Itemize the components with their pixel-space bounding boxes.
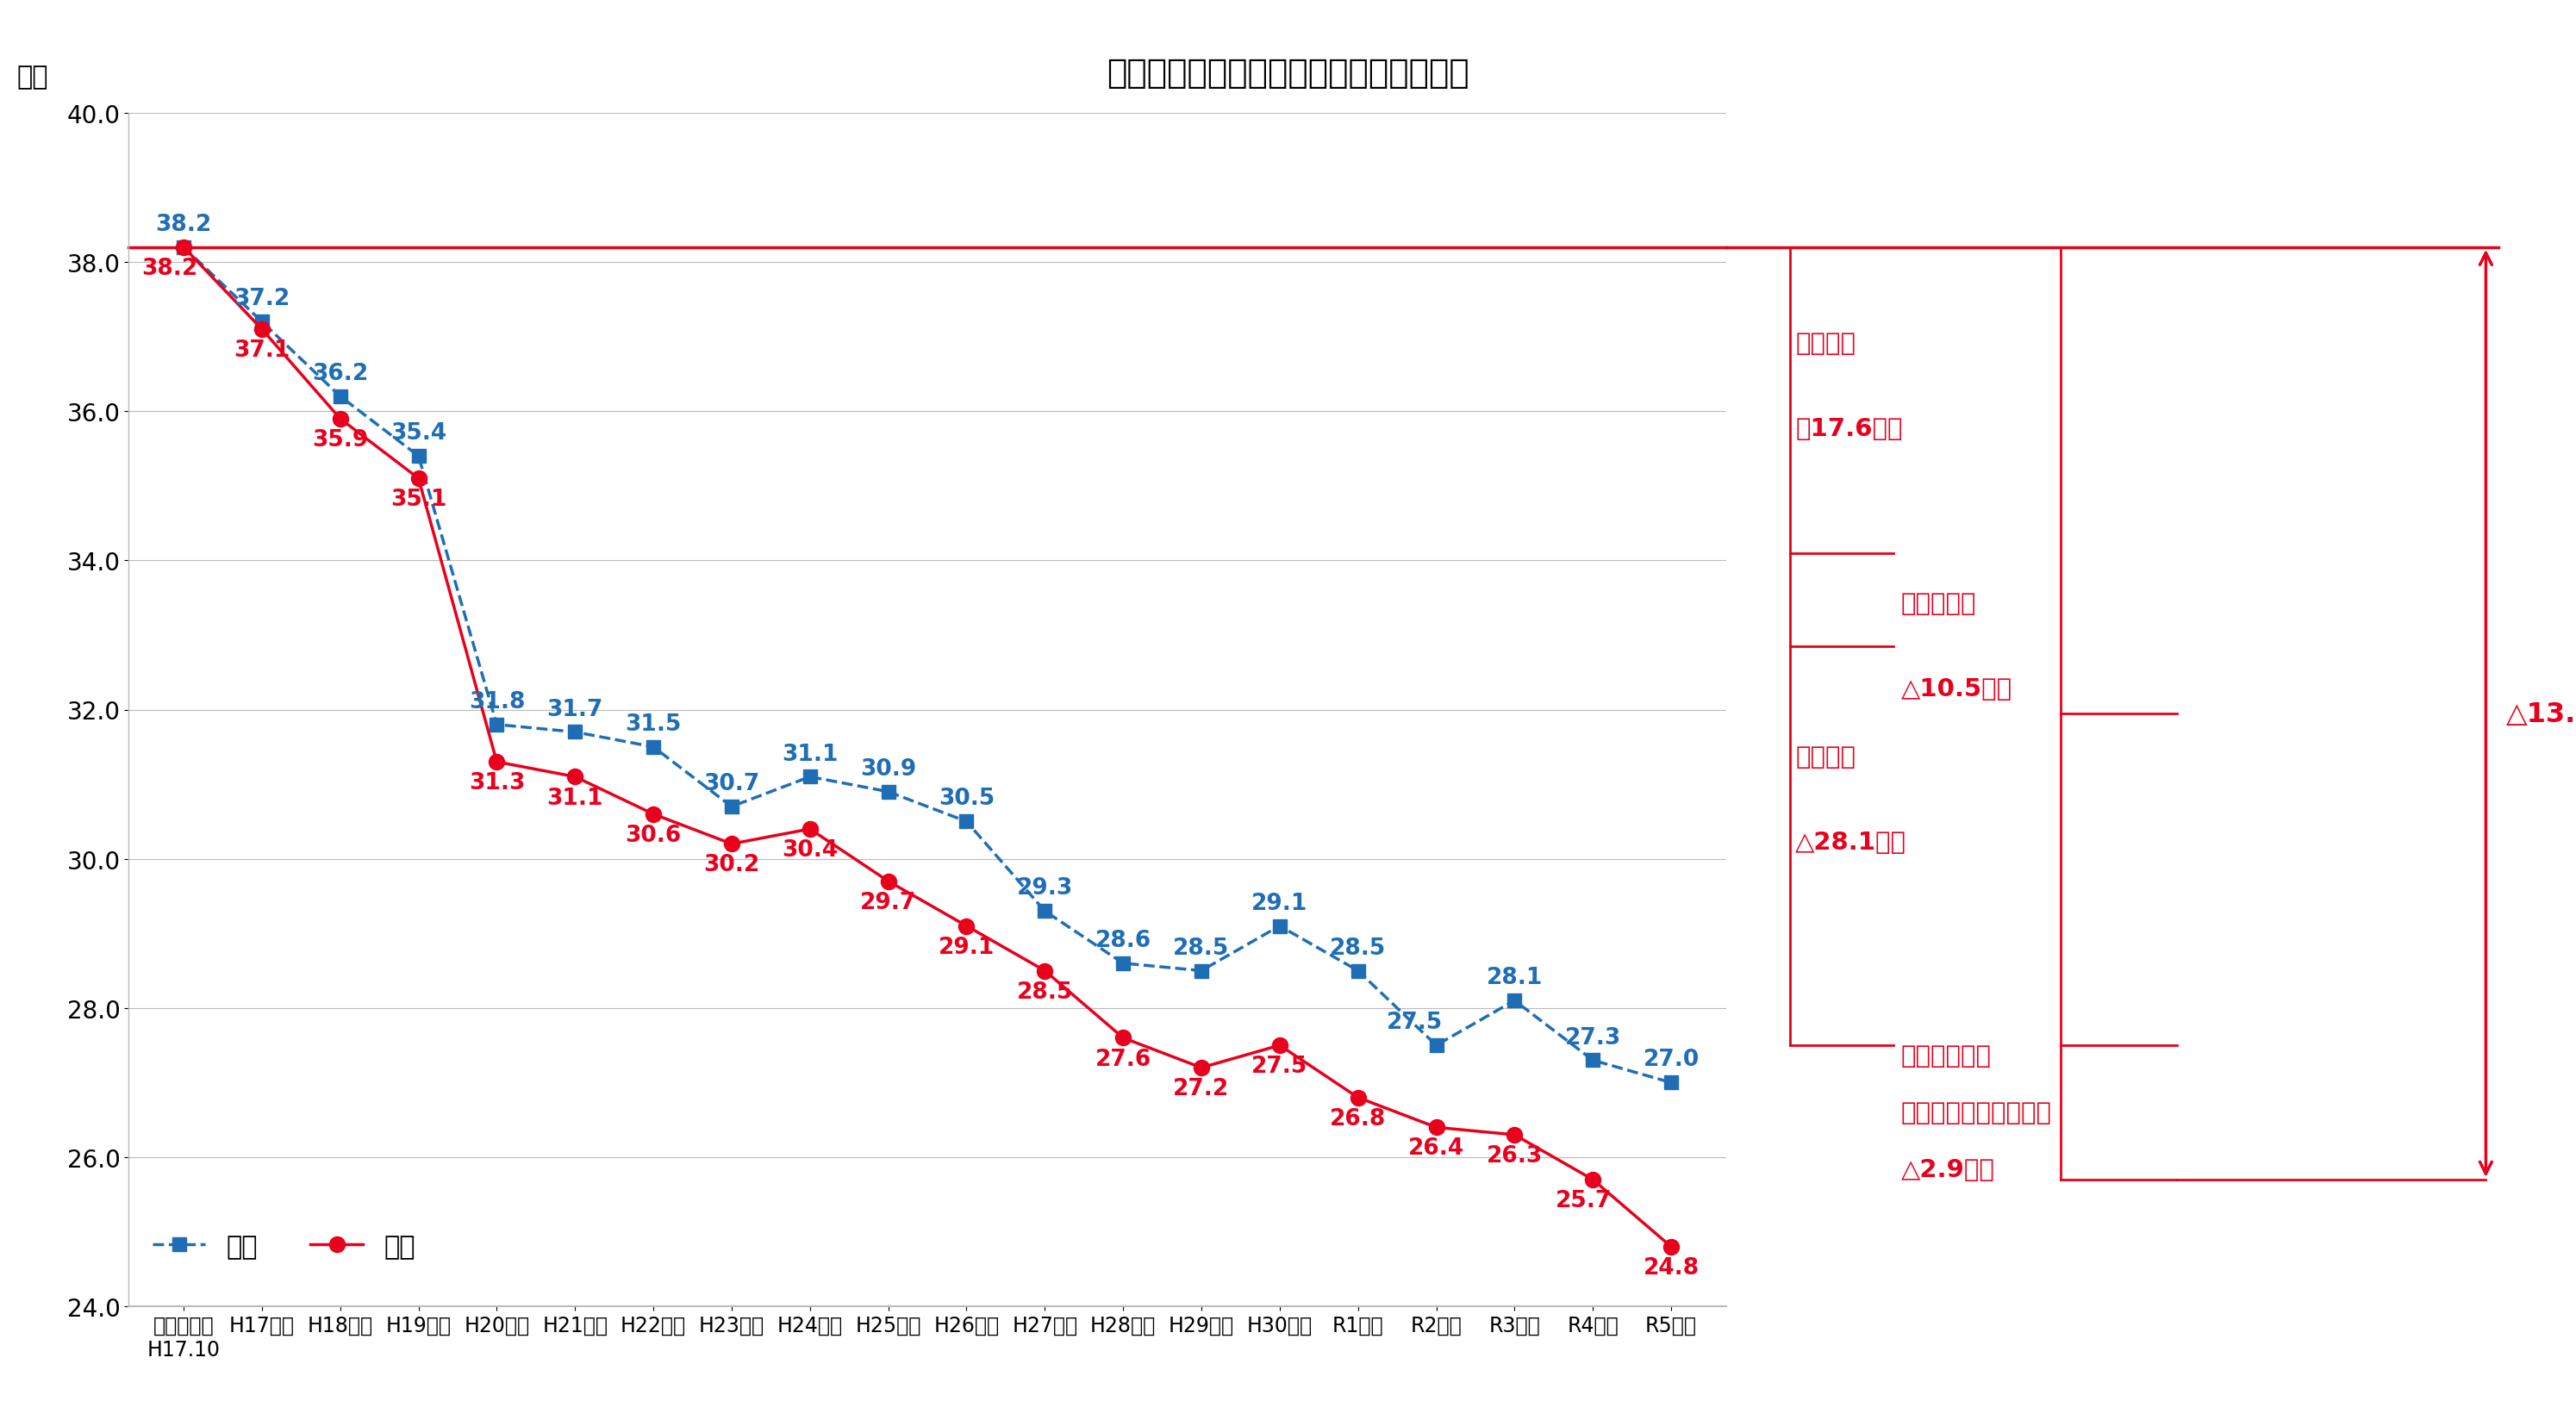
Text: 29.1: 29.1: [1252, 892, 1309, 914]
Text: 27.5: 27.5: [1252, 1055, 1309, 1078]
Text: 31.3: 31.3: [469, 771, 526, 794]
計画: [1030, 903, 1061, 920]
Text: ＋17.6兆円: ＋17.6兆円: [1795, 417, 1904, 442]
Text: 30.4: 30.4: [783, 839, 837, 862]
計画: [1342, 963, 1373, 980]
実績: [1342, 1089, 1373, 1106]
Text: △13.4兆円: △13.4兆円: [2506, 700, 2576, 727]
Text: 30.9: 30.9: [860, 758, 917, 780]
実績: [482, 754, 513, 771]
実績: [559, 768, 590, 785]
実績: [1185, 1059, 1216, 1076]
Text: 27.2: 27.2: [1172, 1078, 1229, 1100]
Text: 24.8: 24.8: [1643, 1257, 1700, 1279]
Text: 29.3: 29.3: [1018, 878, 1074, 899]
Legend: 計画, 実績: 計画, 実績: [142, 1224, 425, 1269]
Text: 38.2: 38.2: [155, 213, 211, 236]
Text: 38.2: 38.2: [142, 257, 198, 280]
Text: 27.5: 27.5: [1386, 1011, 1443, 1034]
Text: 兆円: 兆円: [18, 65, 49, 89]
計画: [1265, 917, 1296, 934]
Text: 31.1: 31.1: [546, 787, 603, 809]
Text: 30.5: 30.5: [938, 788, 994, 809]
実績: [402, 470, 433, 487]
Line: 計画: 計画: [178, 241, 1677, 1089]
Text: 35.4: 35.4: [392, 422, 446, 444]
Text: 30.6: 30.6: [626, 824, 683, 846]
計画: [1656, 1074, 1687, 1091]
計画: [1185, 963, 1216, 980]
実績: [639, 805, 670, 822]
実績: [1499, 1126, 1530, 1143]
Text: △28.1兆円: △28.1兆円: [1795, 831, 1906, 853]
Text: 37.1: 37.1: [234, 339, 291, 362]
実績: [167, 239, 198, 256]
Line: 実績: 実績: [175, 240, 1680, 1254]
計画: [1499, 993, 1530, 1010]
計画: [402, 449, 433, 466]
Text: 利便増進事業: 利便増進事業: [1901, 1044, 1991, 1068]
Text: 30.7: 30.7: [703, 772, 760, 795]
計画: [716, 798, 747, 815]
計画: [325, 388, 355, 405]
実績: [1108, 1030, 1139, 1047]
Text: 30.2: 30.2: [703, 853, 760, 876]
計画: [482, 716, 513, 733]
Text: 31.7: 31.7: [546, 699, 603, 720]
計画: [639, 738, 670, 755]
Text: 28.5: 28.5: [1329, 937, 1386, 958]
Text: 28.5: 28.5: [1018, 980, 1074, 1003]
計画: [1108, 954, 1139, 971]
計画: [167, 239, 198, 256]
Text: 28.5: 28.5: [1172, 937, 1229, 958]
実績: [1422, 1119, 1453, 1136]
Text: △2.9兆円: △2.9兆円: [1901, 1157, 1994, 1181]
Text: 28.1: 28.1: [1486, 967, 1543, 988]
Text: 26.3: 26.3: [1486, 1145, 1543, 1167]
計画: [1577, 1052, 1607, 1069]
実績: [1265, 1037, 1296, 1054]
Text: 27.0: 27.0: [1643, 1048, 1700, 1071]
計画: [951, 814, 981, 831]
Text: 26.8: 26.8: [1329, 1108, 1386, 1130]
Text: 35.1: 35.1: [392, 488, 446, 511]
実績: [1577, 1171, 1607, 1189]
Text: 28.6: 28.6: [1095, 929, 1151, 951]
Text: △10.5兆円: △10.5兆円: [1901, 677, 2012, 701]
計画: [247, 314, 278, 331]
Text: 36.2: 36.2: [312, 362, 368, 385]
実績: [793, 821, 824, 838]
実績: [951, 917, 981, 934]
実績: [247, 321, 278, 338]
Text: 26.4: 26.4: [1409, 1137, 1463, 1160]
計画: [1422, 1037, 1453, 1054]
実績: [325, 410, 355, 427]
実績: [873, 873, 904, 890]
実績: [716, 835, 747, 852]
Text: 37.2: 37.2: [234, 288, 291, 311]
Text: 31.1: 31.1: [781, 743, 837, 765]
Text: 27.6: 27.6: [1095, 1048, 1151, 1071]
Text: 29.1: 29.1: [938, 936, 994, 958]
計画: [559, 724, 590, 741]
Text: 債務返済計画と実績の推移（債務残高）: 債務返済計画と実績の推移（債務残高）: [1108, 57, 1468, 89]
Text: 債務返済: 債務返済: [1795, 746, 1855, 768]
Text: 引受債務: 引受債務: [1795, 332, 1855, 356]
計画: [793, 768, 824, 785]
Text: 35.9: 35.9: [312, 429, 368, 452]
実績: [1030, 963, 1061, 980]
Text: 25.7: 25.7: [1556, 1189, 1613, 1211]
計画: [873, 784, 904, 801]
Text: 27.3: 27.3: [1564, 1027, 1620, 1048]
Text: による国への債務承継: による国への債務承継: [1901, 1100, 2053, 1125]
Text: 債務の純減: 債務の純減: [1901, 592, 1976, 616]
Text: 31.8: 31.8: [469, 690, 526, 713]
実績: [1656, 1238, 1687, 1255]
Text: 31.5: 31.5: [626, 713, 683, 736]
Text: 29.7: 29.7: [860, 890, 917, 913]
